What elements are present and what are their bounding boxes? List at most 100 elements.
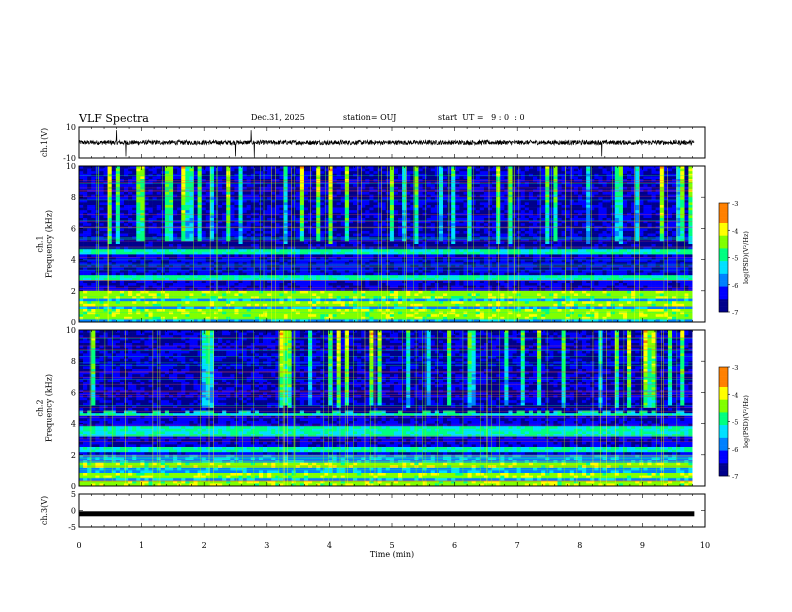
spectrogram-cell <box>140 171 145 175</box>
spectrogram-cell <box>663 241 669 245</box>
spectrogram-cell <box>393 231 399 234</box>
spectrogram-cell <box>557 241 562 245</box>
spectrogram-cell <box>312 168 317 172</box>
spectrogram-cell <box>353 220 358 224</box>
spectrogram-cell <box>663 171 669 175</box>
spectrogram-cell <box>312 215 317 219</box>
spectrogram-cell <box>622 168 628 172</box>
spectrogram-cell <box>271 249 276 253</box>
spectrogram-cell <box>303 223 309 227</box>
spectrogram-cell <box>680 231 685 234</box>
spectrogram-cell <box>185 210 190 214</box>
spectrogram-cell <box>402 186 407 190</box>
spectrogram-cell <box>218 244 223 247</box>
spectrogram-cell <box>422 233 427 237</box>
spectrogram-cell <box>258 189 264 193</box>
spectrogram-cell <box>655 244 661 247</box>
spectrogram-cell <box>680 168 685 172</box>
spectrogram-cell <box>361 218 366 221</box>
spectrogram-cell <box>537 233 542 237</box>
spectrogram-cell <box>140 207 145 211</box>
spectrogram-cell <box>144 223 149 227</box>
spectrogram-cell <box>177 231 182 234</box>
spectrogram-cell <box>385 249 391 253</box>
spectrogram-cell <box>238 241 243 245</box>
spectrogram-cell <box>377 176 382 180</box>
spectrogram-cell <box>275 179 280 182</box>
spectrogram-cell <box>614 189 620 193</box>
spectrogram-cell <box>173 197 178 201</box>
spectrogram-cell <box>635 171 640 175</box>
spectrogram-cell <box>430 176 436 180</box>
spectrogram-cell <box>430 197 436 201</box>
spectrogram-cell <box>492 181 497 185</box>
spectrogram-cell <box>610 210 616 214</box>
spectrogram-cell <box>369 171 374 175</box>
spectrogram-cell <box>348 176 354 180</box>
spectrogram-cell <box>528 228 534 232</box>
spectrogram-cell <box>353 181 358 185</box>
spectrogram-cell <box>680 241 685 245</box>
spectrogram-cell <box>357 223 362 227</box>
spectrogram-cell <box>377 205 382 208</box>
spectrogram-cell <box>250 184 256 188</box>
spectrogram-cell <box>79 223 84 227</box>
spectrogram-cell <box>667 192 673 195</box>
spectrogram-cell <box>87 223 92 227</box>
spectrogram-cell <box>582 218 587 221</box>
spectrogram-cell <box>455 199 460 203</box>
spectrogram-cell <box>156 218 162 221</box>
spectrogram-cell <box>680 184 685 188</box>
spectrogram-cell <box>631 238 636 242</box>
spectrogram-cell <box>569 231 575 234</box>
spectrogram-cell <box>602 218 607 221</box>
spectrogram-cell <box>353 168 358 172</box>
spectrogram-cell <box>246 176 252 180</box>
spectrogram-cell <box>226 244 231 247</box>
spectrogram-cell <box>577 181 583 185</box>
spectrogram-cell <box>201 181 207 185</box>
spectrogram-cell <box>230 207 235 211</box>
spectrogram-cell <box>635 197 640 201</box>
spectrogram-cell <box>181 244 186 247</box>
spectrogram-cell <box>128 233 133 237</box>
spectrogram-cell <box>667 210 673 214</box>
spectrogram-cell <box>606 202 611 206</box>
spectrogram-cell <box>430 192 436 195</box>
spectrogram-cell <box>267 199 272 203</box>
spectrogram-cell <box>369 176 374 180</box>
spectrogram-cell <box>663 166 669 169</box>
spectrogram-cell <box>672 238 677 242</box>
spectrogram-cell <box>181 189 186 193</box>
spectrogram-cell <box>667 184 673 188</box>
spectrogram-cell <box>267 192 272 195</box>
spectrogram-cell <box>643 207 648 211</box>
spectrogram-cell <box>402 189 407 193</box>
spectrogram-cell <box>205 199 211 203</box>
spectrogram-cell <box>107 244 113 247</box>
spectrogram-cell <box>655 199 661 203</box>
spectrogram-cell <box>336 181 342 185</box>
spectrogram-cell <box>336 168 342 172</box>
spectrogram-cell <box>610 181 616 185</box>
spectrogram-cell <box>111 176 117 180</box>
spectrogram-cell <box>79 233 84 237</box>
spectrogram-cell <box>410 184 415 188</box>
spectrogram-cell <box>344 218 350 221</box>
spectrogram-cell <box>618 244 624 247</box>
spectrogram-cell <box>312 184 317 188</box>
spectrogram-cell <box>627 168 632 172</box>
spectrogram-cell <box>140 212 145 216</box>
spectrogram-cell <box>312 207 317 211</box>
spectrogram-cell <box>590 202 595 206</box>
spectrogram-cell <box>119 207 125 211</box>
spectrogram-cell <box>246 228 252 232</box>
spectrogram-cell <box>647 244 652 247</box>
spectrogram-cell <box>606 238 611 242</box>
spectrogram-cell <box>602 186 607 190</box>
spectrogram-cell <box>291 210 297 214</box>
spectrogram-cell <box>361 212 366 216</box>
spectrogram-cell <box>123 238 129 242</box>
spectrogram-cell <box>545 168 550 172</box>
spectrogram-cell <box>532 197 538 201</box>
